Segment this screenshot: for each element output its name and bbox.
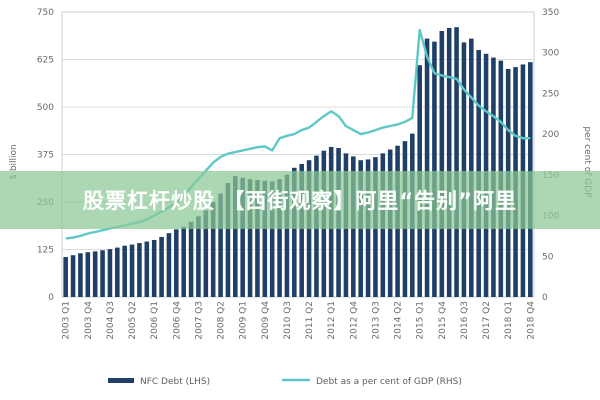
bar-2005-q4 <box>144 241 150 297</box>
left-axis-title: $ billion <box>9 144 19 180</box>
bar-2005-q3 <box>137 243 142 297</box>
right-tick-label: 300 <box>542 49 559 59</box>
x-tick-label: 2012 Q1 <box>327 301 337 340</box>
plot-frame <box>61 11 535 298</box>
bar-2006-q3 <box>166 233 172 297</box>
x-tick-label: 2018 Q1 <box>504 301 514 340</box>
left-tick-label: 750 <box>37 8 54 18</box>
bar-2007-q4 <box>203 210 209 297</box>
bar-2015-q2 <box>424 38 430 297</box>
x-tick-label: 2009 Q4 <box>261 301 271 340</box>
x-tick-label: 2012 Q4 <box>349 301 359 340</box>
x-tick-label: 2014 Q2 <box>394 301 404 340</box>
right-tick-label: 200 <box>542 130 559 140</box>
bar-2016-q3 <box>461 42 467 298</box>
bar-2009-q4 <box>262 180 268 297</box>
x-tick-label: 2015 Q4 <box>438 301 448 340</box>
bar-2010-q4 <box>292 167 297 297</box>
bar-2010-q1 <box>269 181 275 297</box>
bar-2004-q4 <box>115 247 120 297</box>
left-tick-label: 625 <box>37 56 54 66</box>
bar-2015-q3 <box>432 41 437 297</box>
bar-2015-q4 <box>439 31 445 297</box>
x-tick-label: 2003 Q1 <box>62 301 72 340</box>
bar-2010-q2 <box>277 179 282 297</box>
bar-2005-q2 <box>129 244 135 297</box>
bar-2008-q1 <box>210 202 216 297</box>
bar-2004-q2 <box>100 250 105 297</box>
right-axis-ticks: 050100150200250300350 <box>542 8 559 303</box>
bar-2003-q4 <box>85 252 91 297</box>
bar-2003-q3 <box>78 253 83 297</box>
bar-2008-q4 <box>233 176 238 297</box>
bar-2004-q1 <box>92 251 98 297</box>
x-tick-label: 2010 Q3 <box>283 301 293 340</box>
x-tick-label: 2004 Q3 <box>106 301 116 340</box>
right-tick-label: 0 <box>542 293 548 303</box>
right-tick-label: 250 <box>542 89 559 99</box>
x-tick-label: 2011 Q2 <box>305 301 315 340</box>
watermark-text: 股票杠杆炒股 【西街观察】阿里“告别”阿里 <box>83 189 517 213</box>
left-tick-label: 125 <box>37 246 54 256</box>
x-tick-label: 2009 Q1 <box>239 301 249 340</box>
left-tick-label: 500 <box>37 103 54 113</box>
bar-2010-q3 <box>284 174 290 297</box>
x-axis-ticks: 2003 Q1 2003 Q4 2004 Q3 2005 Q2 2006 Q1 2006 … <box>62 301 537 340</box>
watermark-banner: 股票杠杆炒股 【西街观察】阿里“告别”阿里 <box>0 171 600 229</box>
x-tick-label: 2018 Q4 <box>526 301 536 340</box>
bar-2007-q2 <box>188 221 194 297</box>
bar-2009-q1 <box>240 177 245 297</box>
bar-2006-q1 <box>151 240 157 297</box>
left-axis-ticks: 0125250375500625750 <box>37 8 54 303</box>
legend-swatch-nfc-debt <box>108 378 134 383</box>
x-tick-label: 2006 Q1 <box>150 301 160 340</box>
x-tick-label: 2013 Q3 <box>371 301 381 340</box>
left-tick-label: 0 <box>48 293 54 303</box>
bar-2016-q2 <box>454 27 459 297</box>
bar-2011-q1 <box>299 164 304 297</box>
x-tick-label: 2005 Q2 <box>128 301 138 340</box>
bar-2008-q3 <box>225 183 231 297</box>
bar-2007-q1 <box>181 226 186 297</box>
x-tick-label: 2015 Q1 <box>416 301 426 340</box>
right-tick-label: 350 <box>542 8 559 18</box>
x-tick-label: 2017 Q2 <box>482 301 492 340</box>
right-axis-title: per cent of GDP <box>582 126 592 198</box>
legend-label-debt-gdp: Debt as a per cent of GDP (RHS) <box>316 377 462 387</box>
bar-2003-q1 <box>63 257 68 297</box>
x-tick-label: 2007 Q3 <box>194 301 204 340</box>
nfc-debt-bars <box>63 27 533 298</box>
x-tick-label: 2003 Q4 <box>84 301 94 340</box>
left-tick-label: 375 <box>37 151 54 161</box>
bar-2007-q3 <box>196 216 201 297</box>
bar-2009-q2 <box>247 179 253 297</box>
right-tick-label: 50 <box>542 252 554 262</box>
legend-label-nfc-debt: NFC Debt (LHS) <box>140 377 210 387</box>
bar-2006-q2 <box>159 236 164 297</box>
bar-2008-q2 <box>218 193 223 297</box>
bar-2016-q1 <box>446 27 452 298</box>
bar-2009-q3 <box>255 179 260 297</box>
bar-2016-q4 <box>469 38 474 297</box>
bar-2004-q3 <box>107 249 113 297</box>
x-tick-label: 2016 Q3 <box>460 301 470 340</box>
bar-2005-q1 <box>122 245 127 297</box>
x-tick-label: 2006 Q4 <box>172 301 182 340</box>
x-tick-label: 2008 Q2 <box>217 301 227 340</box>
bar-2006-q4 <box>174 229 179 297</box>
legend: NFC Debt (LHS) Debt as a per cent of GDP… <box>108 377 462 387</box>
bar-2003-q2 <box>70 255 76 297</box>
